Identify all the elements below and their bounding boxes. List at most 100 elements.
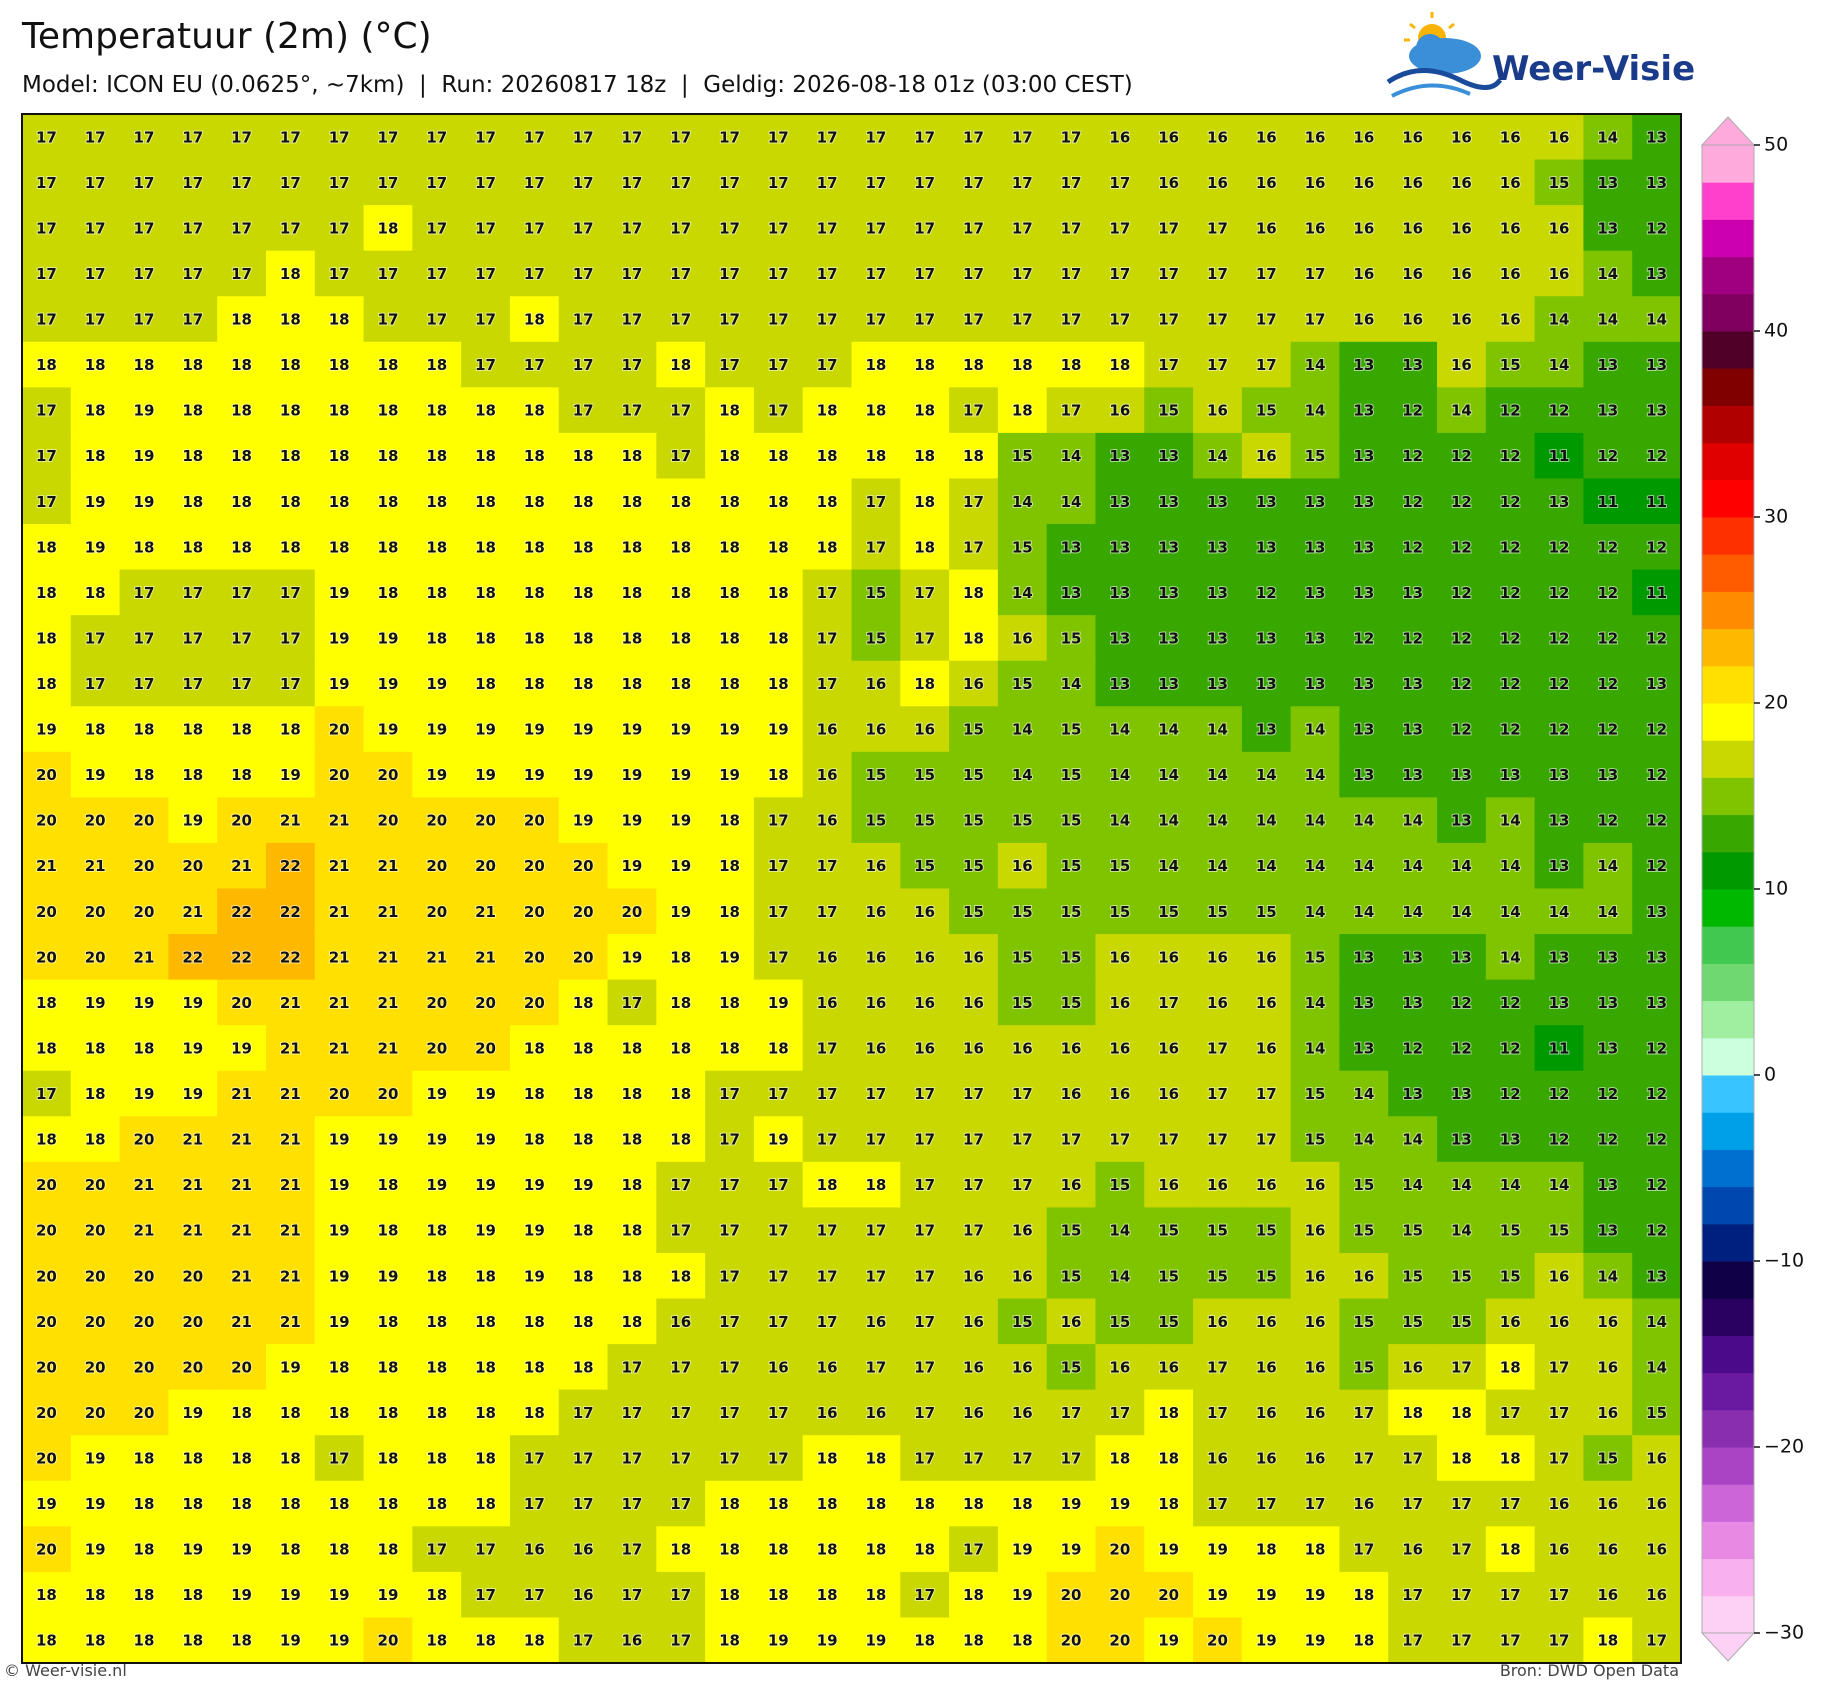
temperature-label: 16 (1256, 1404, 1277, 1422)
temperature-label: 17 (36, 128, 57, 146)
temperature-cell (705, 205, 755, 252)
temperature-label: 14 (1256, 812, 1277, 830)
temperature-label: 21 (231, 1085, 252, 1103)
temperature-label: 17 (1158, 994, 1179, 1012)
temperature-cell (1339, 478, 1389, 525)
temperature-label: 15 (914, 766, 935, 784)
temperature-label: 14 (1305, 994, 1326, 1012)
temperature-cell (168, 797, 218, 844)
temperature-cell (168, 432, 218, 480)
temperature-label: 18 (524, 1039, 545, 1057)
temperature-label: 16 (817, 948, 838, 966)
temperature-label: 17 (182, 311, 203, 329)
temperature-cell (997, 888, 1048, 935)
temperature-cell (70, 1389, 121, 1436)
temperature-label: 12 (1597, 447, 1618, 465)
temperature-label: 18 (670, 1131, 691, 1149)
temperature-cell (1485, 1025, 1536, 1072)
temperature-label: 14 (1597, 857, 1618, 875)
temperature-cell (1485, 1070, 1536, 1117)
temperature-label: 16 (1305, 1404, 1326, 1422)
temperature-label: 16 (1305, 1267, 1326, 1285)
temperature-cell (265, 1070, 316, 1117)
temperature-cell (705, 524, 755, 571)
temperature-label: 17 (524, 174, 545, 192)
temperature-label: 18 (768, 629, 789, 647)
temperature-cell (1583, 751, 1633, 798)
temperature-cell (1583, 1617, 1633, 1664)
temperature-label: 17 (475, 174, 496, 192)
temperature-cell (607, 205, 657, 252)
temperature-label: 13 (1353, 493, 1374, 511)
temperature-cell (705, 1526, 755, 1573)
temperature-cell (656, 1025, 706, 1072)
temperature-cell (314, 341, 365, 388)
temperature-cell (1144, 569, 1194, 616)
colorbar-bottom-extension (1700, 1632, 1756, 1662)
temperature-cell (509, 1025, 560, 1072)
temperature-cell (1534, 1252, 1585, 1300)
temperature-cell (1290, 888, 1341, 935)
temperature-cell (70, 114, 121, 161)
temperature-cell (119, 341, 169, 388)
temperature-label: 18 (36, 1586, 57, 1604)
temperature-label: 13 (1451, 1131, 1472, 1149)
temperature-label: 21 (231, 1267, 252, 1285)
temperature-cell (1388, 478, 1438, 525)
temperature-cell (1534, 1070, 1585, 1117)
temperature-cell (802, 751, 853, 798)
temperature-cell (461, 1571, 511, 1619)
colorbar-band (1702, 851, 1754, 890)
temperature-cell (168, 569, 218, 616)
temperature-label: 18 (231, 493, 252, 511)
temperature-label: 17 (914, 1586, 935, 1604)
temperature-cell (217, 842, 267, 890)
temperature-cell (461, 1207, 511, 1254)
temperature-label: 19 (1012, 1586, 1033, 1604)
temperature-label: 16 (1646, 1495, 1667, 1513)
temperature-label: 12 (1549, 721, 1570, 739)
temperature-label: 13 (1353, 402, 1374, 420)
temperature-cell (1144, 1025, 1194, 1072)
temperature-label: 12 (1500, 538, 1521, 556)
temperature-label: 20 (231, 1358, 252, 1376)
temperature-label: 17 (1061, 219, 1082, 237)
temperature-label: 21 (85, 857, 106, 875)
temperature-label: 17 (670, 447, 691, 465)
temperature-label: 19 (134, 402, 155, 420)
temperature-label: 19 (670, 721, 691, 739)
temperature-label: 18 (475, 1313, 496, 1331)
temperature-label: 17 (1500, 1495, 1521, 1513)
temperature-cell (1534, 1526, 1585, 1573)
temperature-label: 17 (573, 1632, 594, 1650)
temperature-label: 17 (524, 1495, 545, 1513)
colorbar-tick-label: 20 (1764, 692, 1788, 714)
temperature-label: 12 (1597, 584, 1618, 602)
temperature-label: 17 (963, 128, 984, 146)
temperature-label: 18 (426, 1404, 447, 1422)
temperature-cell (461, 478, 511, 525)
temperature-label: 17 (378, 265, 399, 283)
temperature-label: 19 (1256, 1586, 1277, 1604)
temperature-cell (1437, 797, 1487, 844)
temperature-cell (1046, 751, 1097, 798)
temperature-cell (1095, 615, 1145, 662)
temperature-cell (265, 569, 316, 616)
temperature-cell (363, 1298, 413, 1345)
temperature-cell (217, 706, 267, 753)
temperature-cell (509, 159, 560, 206)
temperature-label: 20 (621, 903, 642, 921)
temperature-label: 18 (378, 219, 399, 237)
temperature-cell (119, 250, 169, 297)
temperature-label: 19 (85, 994, 106, 1012)
temperature-cell (802, 1207, 853, 1254)
temperature-label: 16 (1305, 1313, 1326, 1331)
temperature-cell (1485, 1435, 1536, 1482)
temperature-label: 13 (1158, 447, 1179, 465)
temperature-label: 22 (280, 903, 301, 921)
temperature-cell (1095, 1161, 1145, 1209)
temperature-cell (509, 751, 560, 798)
temperature-cell (997, 205, 1048, 252)
temperature-label: 18 (621, 1176, 642, 1194)
